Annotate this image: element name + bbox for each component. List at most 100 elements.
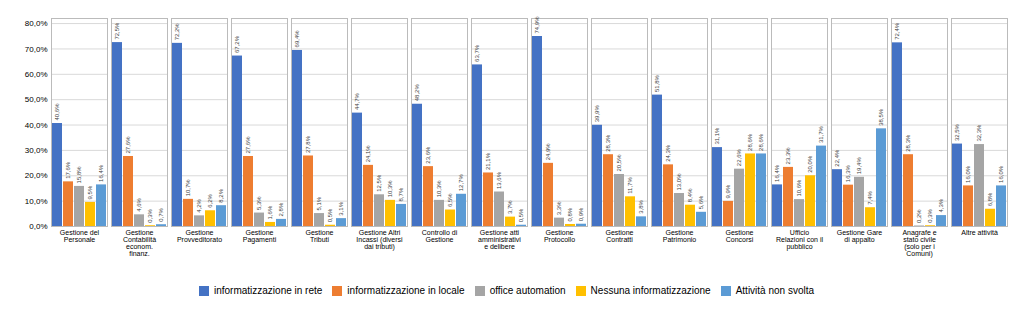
svg-text:63,7%: 63,7%	[474, 44, 480, 62]
svg-text:12,5%: 12,5%	[376, 174, 382, 192]
svg-text:44,7%: 44,7%	[354, 92, 360, 110]
svg-text:1,6%: 1,6%	[267, 205, 273, 219]
svg-text:22,6%: 22,6%	[736, 148, 742, 166]
svg-text:15,8%: 15,8%	[76, 166, 82, 184]
svg-text:0,3%: 0,3%	[147, 208, 153, 222]
svg-text:0,5%: 0,5%	[327, 208, 333, 222]
svg-text:Gestione AltriIncassi (diversi: Gestione AltriIncassi (diversidai tribut…	[356, 229, 403, 251]
svg-text:31,7%: 31,7%	[818, 125, 824, 143]
svg-text:13,6%: 13,6%	[496, 171, 502, 189]
svg-text:50,0%: 50,0%	[25, 95, 48, 104]
svg-text:10,6%: 10,6%	[796, 179, 802, 197]
svg-text:0,0%: 0,0%	[29, 222, 47, 231]
svg-text:9,9%: 9,9%	[725, 184, 731, 198]
svg-text:0,5%: 0,5%	[518, 208, 524, 222]
svg-text:GestioneConcorsi: GestioneConcorsi	[725, 229, 753, 243]
svg-text:27,8%: 27,8%	[305, 135, 311, 153]
svg-text:0,2%: 0,2%	[916, 209, 922, 223]
svg-text:5,6%: 5,6%	[698, 195, 704, 209]
svg-text:16,0%: 16,0%	[965, 165, 971, 183]
svg-text:0,9%: 0,9%	[578, 207, 584, 221]
svg-text:27,6%: 27,6%	[125, 136, 131, 154]
svg-text:10,3%: 10,3%	[436, 180, 442, 198]
svg-text:Gestione Garedi appalto: Gestione Garedi appalto	[837, 229, 883, 244]
svg-text:23,6%: 23,6%	[425, 146, 431, 164]
svg-text:16,3%: 16,3%	[845, 164, 851, 182]
svg-text:GestioneProtocollo: GestioneProtocollo	[544, 229, 575, 243]
svg-text:32,3%: 32,3%	[976, 124, 982, 142]
svg-text:5,3%: 5,3%	[256, 196, 262, 210]
svg-text:11,7%: 11,7%	[627, 177, 633, 194]
svg-text:Gestione delPersonale: Gestione delPersonale	[60, 229, 100, 243]
svg-text:51,8%: 51,8%	[654, 74, 660, 92]
svg-text:6,2%: 6,2%	[207, 193, 213, 207]
svg-text:40,0%: 40,0%	[25, 121, 48, 130]
svg-text:38,5%: 38,5%	[878, 108, 884, 126]
svg-text:31,1%: 31,1%	[714, 127, 720, 145]
svg-text:8,7%: 8,7%	[398, 187, 404, 201]
svg-text:13,0%: 13,0%	[676, 173, 682, 191]
svg-text:72,4%: 72,4%	[894, 22, 900, 40]
svg-text:10,7%: 10,7%	[185, 179, 191, 197]
svg-text:20,0%: 20,0%	[25, 171, 48, 180]
svg-text:16,0%: 16,0%	[998, 165, 1004, 183]
svg-text:6,5%: 6,5%	[447, 193, 453, 207]
svg-text:30,0%: 30,0%	[25, 146, 48, 155]
svg-text:22,4%: 22,4%	[834, 149, 840, 167]
svg-text:0,7%: 0,7%	[158, 207, 164, 221]
svg-text:2,8%: 2,8%	[278, 202, 284, 216]
svg-text:60,0%: 60,0%	[25, 70, 48, 79]
svg-text:8,4%: 8,4%	[687, 188, 693, 202]
svg-text:4,3%: 4,3%	[938, 198, 944, 212]
svg-text:70,0%: 70,0%	[25, 44, 48, 53]
svg-text:0,8%: 0,8%	[567, 207, 573, 221]
svg-text:80,0%: 80,0%	[25, 19, 48, 28]
svg-text:28,3%: 28,3%	[605, 134, 611, 152]
svg-text:GestioneContabilitàeconom.fina: GestioneContabilitàeconom.finanz.	[123, 229, 156, 257]
svg-text:28,6%: 28,6%	[758, 133, 764, 151]
svg-text:10,0%: 10,0%	[25, 197, 48, 206]
svg-text:48,2%: 48,2%	[414, 84, 420, 102]
svg-text:74,9%: 74,9%	[534, 16, 540, 34]
svg-text:GestioneProvveditorato: GestioneProvveditorato	[177, 229, 222, 243]
svg-text:27,6%: 27,6%	[245, 136, 251, 154]
svg-text:Controllo diGestione: Controllo diGestione	[422, 229, 458, 243]
svg-text:12,7%: 12,7%	[458, 174, 464, 192]
svg-text:72,2%: 72,2%	[174, 23, 180, 41]
svg-text:GestioneTributi: GestioneTributi	[305, 229, 333, 243]
svg-text:8,2%: 8,2%	[218, 188, 224, 202]
svg-text:10,3%: 10,3%	[387, 180, 393, 198]
svg-text:GestionePagamenti: GestionePagamenti	[243, 229, 277, 244]
svg-text:GestionePatrimonio: GestionePatrimonio	[663, 229, 697, 243]
svg-text:72,5%: 72,5%	[114, 22, 120, 40]
svg-text:19,4%: 19,4%	[856, 157, 862, 175]
svg-text:21,1%: 21,1%	[485, 152, 491, 170]
svg-text:3,8%: 3,8%	[638, 200, 644, 214]
svg-text:Gestione attiamministrativie d: Gestione attiamministrativie delibere	[478, 229, 521, 250]
svg-text:32,5%: 32,5%	[954, 123, 960, 141]
svg-text:Altre attività: Altre attività	[961, 229, 998, 236]
svg-text:3,1%: 3,1%	[338, 201, 344, 215]
svg-text:6,8%: 6,8%	[987, 192, 993, 206]
svg-text:9,5%: 9,5%	[87, 185, 93, 199]
svg-text:20,0%: 20,0%	[807, 155, 813, 173]
svg-text:69,4%: 69,4%	[294, 30, 300, 48]
svg-text:24,9%: 24,9%	[545, 143, 551, 161]
svg-text:16,4%: 16,4%	[98, 164, 104, 182]
svg-text:3,3%: 3,3%	[556, 201, 562, 215]
svg-text:40,6%: 40,6%	[54, 103, 60, 121]
svg-text:23,3%: 23,3%	[785, 147, 791, 165]
svg-text:5,1%: 5,1%	[316, 196, 322, 210]
svg-text:24,1%: 24,1%	[365, 145, 371, 163]
svg-text:17,6%: 17,6%	[65, 161, 71, 179]
svg-text:67,2%: 67,2%	[234, 35, 240, 53]
svg-text:GestioneContratti: GestioneContratti	[605, 229, 633, 243]
svg-text:UfficioRelazioni con ilpubblic: UfficioRelazioni con ilpubblico	[776, 229, 824, 251]
svg-text:3,7%: 3,7%	[507, 200, 513, 214]
svg-text:24,3%: 24,3%	[665, 144, 671, 162]
svg-text:28,3%: 28,3%	[905, 134, 911, 152]
svg-text:4,2%: 4,2%	[196, 199, 202, 213]
svg-text:7,4%: 7,4%	[867, 190, 873, 204]
svg-text:4,6%: 4,6%	[136, 197, 142, 211]
svg-text:0,3%: 0,3%	[927, 208, 933, 222]
